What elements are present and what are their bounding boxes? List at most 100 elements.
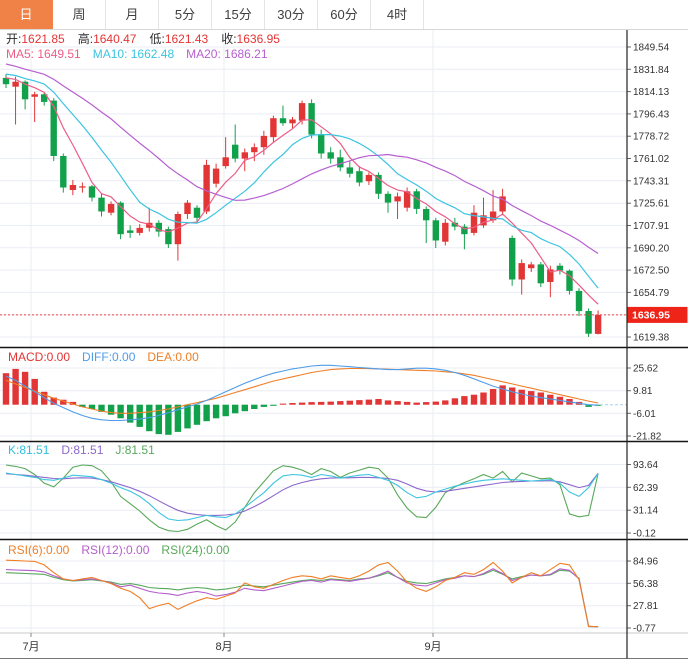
candle-body bbox=[41, 94, 48, 102]
macd-hist-bar bbox=[413, 402, 420, 405]
candle-body bbox=[528, 264, 535, 269]
candle-body bbox=[509, 237, 516, 280]
quote-label: 开: bbox=[6, 32, 22, 46]
macd-hist-bar bbox=[518, 389, 525, 405]
candle-body bbox=[365, 174, 373, 182]
macd-hist-bar bbox=[365, 399, 373, 405]
macd-hist-bar bbox=[184, 404, 191, 429]
quote-pair: 开:1621.85 bbox=[6, 32, 65, 46]
last-price-badge bbox=[627, 306, 688, 323]
macd-hist-bar bbox=[222, 404, 229, 417]
candle-body bbox=[470, 212, 478, 233]
candle-body bbox=[594, 314, 602, 334]
macd-hist-bar bbox=[279, 403, 287, 405]
macd-hist-bar bbox=[21, 371, 29, 405]
macd-hist-bar bbox=[327, 401, 334, 405]
macd-hist-bar bbox=[423, 402, 430, 405]
macd-hist-bar bbox=[384, 400, 392, 405]
tab-week[interactable]: 周 bbox=[53, 0, 106, 29]
last-price-badge-text: 1636.95 bbox=[632, 309, 670, 321]
macd-hist-bar bbox=[585, 404, 592, 407]
candle-body bbox=[356, 171, 363, 183]
macd-hist-bar bbox=[98, 404, 105, 412]
quote-pair: 低:1621.43 bbox=[149, 32, 208, 46]
macd-hist-bar bbox=[432, 401, 439, 405]
quote-label: 低: bbox=[149, 32, 165, 46]
candle-body bbox=[413, 191, 420, 209]
tab-30min[interactable]: 30分 bbox=[265, 0, 318, 29]
macd-hist-bar bbox=[12, 368, 19, 405]
macd-hist-bar bbox=[480, 392, 487, 405]
axis-label: 1725.61 bbox=[633, 199, 670, 210]
macd-hist-bar bbox=[346, 400, 353, 405]
macd-hist-bar bbox=[79, 404, 86, 407]
tab-60min[interactable]: 60分 bbox=[318, 0, 371, 29]
candle-body bbox=[146, 222, 153, 228]
candle-body bbox=[60, 156, 67, 188]
candle-body bbox=[375, 174, 382, 194]
macd-hist-bar bbox=[451, 398, 459, 405]
macd-hist-bar bbox=[461, 396, 468, 405]
axis-label: 1761.02 bbox=[633, 154, 670, 165]
axis-label: -6.01 bbox=[633, 409, 656, 420]
axis-label: 1672.50 bbox=[633, 266, 670, 277]
candle-body bbox=[212, 168, 220, 184]
candle-body bbox=[232, 144, 239, 159]
ma-legend: MA5: 1649.51 MA10: 1662.48 MA20: 1686.21 bbox=[6, 48, 280, 61]
candle-body bbox=[117, 202, 124, 235]
timeframe-tabbar: 日周月 5分 15分 30分 60分 4时 bbox=[0, 0, 688, 30]
macd-hist-bar bbox=[165, 404, 172, 435]
macd-hist-bar bbox=[41, 391, 48, 405]
month-label: 7月 bbox=[22, 641, 39, 653]
rsi-legend-item: RSI(12):0.00 bbox=[81, 543, 150, 557]
macd-hist-bar bbox=[251, 404, 258, 409]
quote-value: 1640.47 bbox=[93, 32, 137, 46]
macd-legend-item: DEA:0.00 bbox=[147, 350, 199, 364]
axis-label: -0.77 bbox=[633, 624, 656, 635]
macd-hist-bar bbox=[356, 400, 363, 405]
macd-hist-bar bbox=[2, 373, 10, 405]
macd-hist-bar bbox=[260, 404, 268, 407]
tab-month[interactable]: 月 bbox=[106, 0, 159, 29]
macd-hist-bar bbox=[442, 400, 449, 405]
tab-4hour[interactable]: 4时 bbox=[371, 0, 424, 29]
axis-label: 1831.84 bbox=[633, 65, 670, 76]
candle-body bbox=[298, 103, 306, 121]
axis-label: 27.81 bbox=[633, 601, 658, 612]
tab-5min[interactable]: 5分 bbox=[159, 0, 212, 29]
axis-label: 1707.91 bbox=[633, 221, 670, 232]
candle-body bbox=[193, 207, 201, 218]
candle-body bbox=[327, 152, 334, 159]
candle-body bbox=[270, 118, 277, 138]
candle-body bbox=[289, 119, 296, 124]
macd-hist-bar bbox=[403, 401, 411, 405]
candle-body bbox=[107, 203, 115, 213]
axis-label: 84.96 bbox=[633, 557, 658, 568]
macd-hist-bar bbox=[50, 397, 57, 405]
quote-pair: 收:1636.95 bbox=[221, 32, 280, 46]
axis-label: 1814.13 bbox=[633, 87, 670, 98]
rsi-legend: RSI(6):0.00 RSI(12):0.00 RSI(24):0.00 bbox=[8, 544, 241, 557]
axis-label: 1654.79 bbox=[633, 288, 670, 299]
candle-body bbox=[318, 134, 325, 154]
axis-label: 56.38 bbox=[633, 579, 658, 590]
kdj-legend-item: K:81.51 bbox=[8, 443, 50, 457]
candle-body bbox=[384, 193, 392, 203]
macd-hist-bar bbox=[69, 401, 77, 405]
candle-body bbox=[308, 103, 315, 135]
tab-day[interactable]: 日 bbox=[0, 0, 53, 29]
diff-line bbox=[5, 364, 599, 422]
ma-legend-item: MA5: 1649.51 bbox=[6, 47, 81, 61]
quote-label: 收: bbox=[221, 32, 237, 46]
candle-body bbox=[21, 81, 29, 100]
candle-body bbox=[556, 265, 564, 271]
macd-hist-bar bbox=[489, 389, 497, 405]
tab-15min[interactable]: 15分 bbox=[212, 0, 265, 29]
macd-hist-bar bbox=[107, 404, 115, 415]
axis-label: 1796.43 bbox=[633, 109, 670, 120]
quote-value: 1621.43 bbox=[164, 32, 209, 46]
axis-label: 31.14 bbox=[633, 506, 658, 517]
axis-label: 1743.31 bbox=[633, 176, 670, 187]
